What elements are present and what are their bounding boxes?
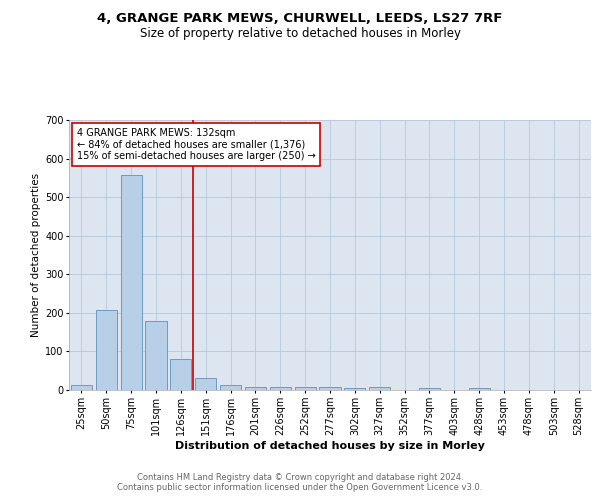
Bar bbox=[319, 388, 341, 390]
Bar bbox=[121, 175, 142, 390]
Bar bbox=[419, 388, 440, 390]
Bar bbox=[344, 388, 365, 390]
Bar bbox=[295, 387, 316, 390]
Bar bbox=[369, 388, 390, 390]
Bar bbox=[270, 387, 291, 390]
Bar bbox=[469, 388, 490, 390]
Y-axis label: Number of detached properties: Number of detached properties bbox=[31, 173, 41, 337]
Text: 4 GRANGE PARK MEWS: 132sqm
← 84% of detached houses are smaller (1,376)
15% of s: 4 GRANGE PARK MEWS: 132sqm ← 84% of deta… bbox=[77, 128, 316, 162]
Bar bbox=[71, 386, 92, 390]
Bar bbox=[195, 378, 216, 390]
Bar bbox=[145, 320, 167, 390]
Bar bbox=[245, 387, 266, 390]
Text: Size of property relative to detached houses in Morley: Size of property relative to detached ho… bbox=[139, 28, 461, 40]
X-axis label: Distribution of detached houses by size in Morley: Distribution of detached houses by size … bbox=[175, 440, 485, 450]
Text: Contains HM Land Registry data © Crown copyright and database right 2024.
Contai: Contains HM Land Registry data © Crown c… bbox=[118, 473, 482, 492]
Bar bbox=[170, 359, 191, 390]
Bar bbox=[220, 386, 241, 390]
Text: 4, GRANGE PARK MEWS, CHURWELL, LEEDS, LS27 7RF: 4, GRANGE PARK MEWS, CHURWELL, LEEDS, LS… bbox=[97, 12, 503, 26]
Bar bbox=[96, 310, 117, 390]
